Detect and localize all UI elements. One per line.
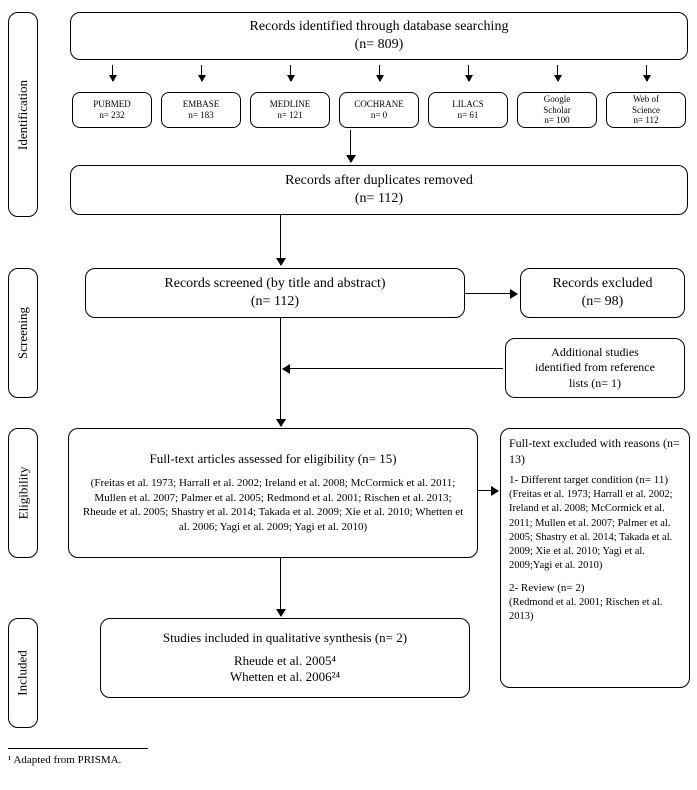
excluded-reason2-title: 2- Review (n= 2) (509, 581, 585, 596)
database-n: n= 232 (99, 110, 124, 121)
arrow-eligibility-to-included (280, 558, 281, 616)
database-box: EMBASEn= 183 (161, 92, 241, 128)
after-duplicates-line2: (n= 112) (355, 190, 403, 208)
records-screened-box: Records screened (by title and abstract)… (85, 268, 465, 318)
records-identified-box: Records identified through database sear… (70, 12, 688, 60)
database-n: n= 183 (188, 110, 213, 121)
arrow-screened-to-eligibility (280, 318, 281, 426)
arrow-dedup-to-screened (280, 215, 281, 265)
database-name: Google Scholar (543, 94, 571, 116)
stage-included: Included (8, 618, 38, 728)
stage-identification-label: Identification (15, 79, 31, 149)
arrow-to-database (646, 65, 647, 81)
arrow-screened-to-excluded (465, 293, 517, 294)
database-n: n= 0 (371, 110, 387, 121)
included-ref2: Whetten et al. 2006²⁴ (230, 669, 340, 686)
database-n: n= 100 (544, 115, 569, 126)
fulltext-excluded-box: Full-text excluded with reasons (n= 13) … (500, 428, 690, 688)
database-box: PUBMEDn= 232 (72, 92, 152, 128)
stage-screening: Screening (8, 268, 38, 398)
records-excluded-line2: (n= 98) (582, 293, 624, 311)
database-box: Web of Sciencen= 112 (606, 92, 686, 128)
records-excluded-box: Records excluded (n= 98) (520, 268, 685, 318)
database-name: EMBASE (183, 99, 220, 110)
excluded-reason1-title: 1- Different target condition (n= 11) (509, 473, 668, 488)
database-name: MEDLINE (270, 99, 311, 110)
database-box: Google Scholarn= 100 (517, 92, 597, 128)
database-name: Web of Science (632, 94, 660, 116)
excluded-reason2-refs: (Redmond et al. 2001; Rischen et al. 201… (509, 596, 681, 624)
database-name: PUBMED (93, 99, 131, 110)
database-name: LILACS (452, 99, 484, 110)
records-identified-line2: (n= 809) (355, 36, 404, 54)
after-duplicates-line1: Records after duplicates removed (285, 172, 473, 190)
database-box: LILACSn= 61 (428, 92, 508, 128)
arrow-to-database (201, 65, 202, 81)
records-excluded-line1: Records excluded (553, 275, 653, 293)
database-n: n= 112 (634, 115, 659, 126)
additional-line2: identified from reference (535, 360, 655, 376)
additional-studies-box: Additional studies identified from refer… (505, 338, 685, 398)
arrow-eligibility-to-excluded (478, 490, 498, 491)
arrow-to-database (468, 65, 469, 81)
additional-line1: Additional studies (551, 345, 639, 361)
included-title: Studies included in qualitative synthesi… (163, 630, 407, 647)
footnote-separator (8, 748, 148, 749)
stage-screening-label: Screening (15, 307, 31, 359)
fulltext-excluded-head: Full-text excluded with reasons (n= 13) (509, 435, 681, 467)
fulltext-assessed-refs: (Freitas et al. 1973; Harrall et al. 200… (77, 476, 469, 535)
excluded-reason1-refs: (Freitas et al. 1973; Harrall et al. 200… (509, 488, 681, 573)
stage-eligibility: Eligibility (8, 428, 38, 558)
records-screened-line1: Records screened (by title and abstract) (164, 275, 385, 293)
arrow-to-database (290, 65, 291, 81)
records-screened-line2: (n= 112) (251, 293, 299, 311)
stage-identification: Identification (8, 12, 38, 217)
after-duplicates-box: Records after duplicates removed (n= 112… (70, 165, 688, 215)
arrow-to-database (557, 65, 558, 81)
database-box: MEDLINEn= 121 (250, 92, 330, 128)
arrow-additional-to-main (283, 368, 503, 369)
additional-line3: lists (n= 1) (569, 376, 621, 392)
records-identified-line1: Records identified through database sear… (250, 18, 509, 36)
fulltext-assessed-title: Full-text articles assessed for eligibil… (77, 451, 469, 468)
included-ref1: Rheude et al. 2005⁴ (234, 653, 336, 670)
stage-included-label: Included (15, 650, 31, 695)
stage-eligibility-label: Eligibility (15, 467, 31, 520)
arrow-to-database (379, 65, 380, 81)
fulltext-assessed-box: Full-text articles assessed for eligibil… (68, 428, 478, 558)
arrow-db-to-dedup (350, 130, 351, 162)
database-n: n= 121 (277, 110, 302, 121)
arrow-to-database (112, 65, 113, 81)
footnote-text: ¹ Adapted from PRISMA. (8, 754, 121, 766)
included-studies-box: Studies included in qualitative synthesi… (100, 618, 470, 698)
database-name: COCHRANE (354, 99, 404, 110)
database-box: COCHRANEn= 0 (339, 92, 419, 128)
database-n: n= 61 (458, 110, 479, 121)
